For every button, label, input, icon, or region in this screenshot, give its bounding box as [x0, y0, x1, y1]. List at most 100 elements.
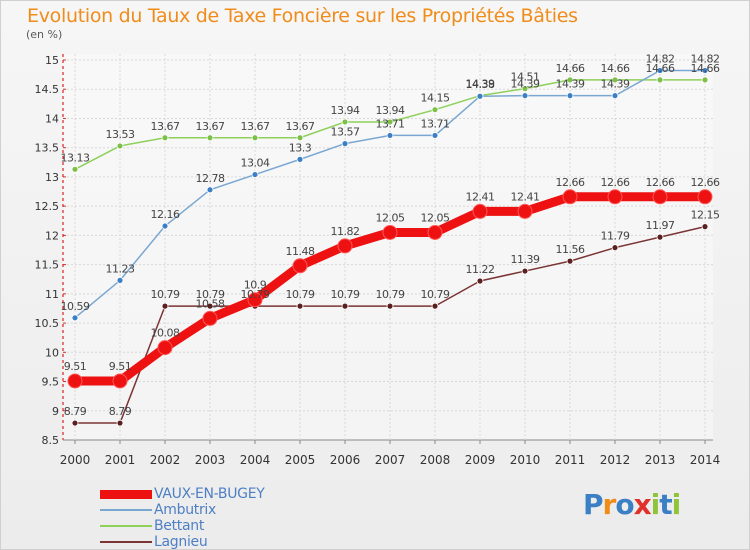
x-tick-label: 2008: [420, 453, 451, 467]
legend-item-vaux: VAUX-EN-BUGEY: [100, 486, 265, 502]
chart-title: Evolution du Taux de Taxe Foncière sur l…: [27, 5, 578, 27]
y-tick-label: 15: [45, 54, 59, 67]
legend-label-lagnieu: Lagnieu: [154, 534, 208, 550]
data-point-1: [296, 155, 304, 163]
y-tick-label: 11: [45, 288, 59, 301]
data-label-0: 12.66: [601, 176, 630, 189]
logo-letter: t: [659, 488, 672, 521]
y-tick-label: 14: [45, 112, 59, 125]
data-point-0: [157, 340, 173, 356]
data-label-2: 13.67: [241, 120, 270, 133]
data-label-0: 12.66: [646, 176, 675, 189]
x-tick-label: 2005: [285, 453, 316, 467]
y-tick-label: 12: [45, 229, 59, 242]
data-label-1: 14.82: [646, 53, 675, 66]
data-label-1: 14.39: [601, 78, 630, 91]
data-label-0: 11.48: [286, 245, 315, 258]
data-point-1: [386, 132, 394, 139]
x-tick-label: 2000: [60, 453, 91, 467]
data-point-0: [517, 203, 533, 219]
data-label-3: 10.79: [286, 288, 315, 301]
data-point-0: [202, 310, 218, 326]
data-point-1: [476, 92, 484, 100]
data-point-0: [472, 203, 488, 219]
data-label-1: 13.71: [376, 117, 405, 130]
logo-letter: i: [671, 488, 682, 521]
x-tick-label: 2014: [690, 453, 721, 467]
x-tick-label: 2004: [240, 453, 271, 467]
x-tick-label: 2011: [555, 453, 586, 467]
data-point-0: [697, 189, 713, 205]
y-tick-label: 10.5: [35, 317, 60, 330]
data-label-1: 14.39: [556, 78, 585, 91]
data-point-2: [701, 76, 709, 84]
data-point-1: [611, 92, 619, 100]
data-label-1: 13.04: [241, 157, 270, 170]
data-point-3: [521, 267, 529, 275]
x-tick-label: 2012: [600, 453, 631, 467]
data-point-1: [566, 92, 574, 100]
data-point-0: [607, 189, 623, 205]
data-point-1: [701, 67, 709, 74]
x-tick-label: 2002: [150, 453, 181, 467]
legend-item-ambutrix: Ambutrix: [100, 502, 265, 518]
data-label-0: 12.41: [511, 190, 540, 203]
data-point-3: [701, 223, 709, 231]
y-tick-label: 9: [52, 405, 59, 418]
data-label-2: 13.67: [196, 120, 225, 133]
data-label-3: 10.79: [196, 288, 225, 301]
data-label-0: 10.58: [196, 297, 225, 310]
data-point-1: [431, 132, 439, 139]
data-point-1: [71, 314, 79, 322]
data-label-2: 14.66: [556, 62, 585, 75]
x-tick-label: 2006: [330, 453, 361, 467]
data-label-0: 12.05: [421, 211, 450, 224]
data-label-1: 14.82: [691, 53, 720, 66]
data-label-3: 11.22: [466, 263, 495, 276]
data-point-0: [112, 373, 128, 389]
legend: VAUX-EN-BUGEY Ambutrix Bettant Lagnieu: [100, 486, 265, 550]
data-label-1: 14.39: [511, 78, 540, 91]
data-point-1: [116, 276, 124, 284]
data-point-2: [521, 85, 529, 93]
data-label-0: 10.9: [244, 279, 267, 292]
legend-item-lagnieu: Lagnieu: [100, 534, 265, 550]
data-point-0: [382, 224, 398, 240]
data-point-1: [251, 171, 259, 178]
data-point-3: [341, 302, 349, 310]
data-label-3: 12.15: [691, 209, 720, 222]
data-point-1: [341, 140, 349, 148]
data-point-1: [206, 186, 214, 194]
logo-letter: i: [650, 488, 661, 521]
data-label-3: 8.79: [64, 405, 87, 418]
data-point-1: [161, 222, 169, 230]
legend-item-bettant: Bettant: [100, 518, 265, 534]
data-label-0: 10.08: [151, 327, 180, 340]
data-point-0: [67, 373, 83, 389]
legend-label-ambutrix: Ambutrix: [154, 502, 216, 518]
data-point-2: [341, 118, 349, 126]
unit-label: (en %): [26, 28, 63, 41]
data-point-0: [652, 189, 668, 205]
legend-label-vaux: VAUX-EN-BUGEY: [154, 486, 265, 502]
data-label-0: 9.51: [64, 360, 87, 373]
data-point-2: [116, 142, 124, 150]
legend-swatch-ambutrix: [100, 509, 152, 511]
data-point-0: [337, 238, 353, 254]
x-tick-label: 2003: [195, 453, 226, 467]
data-label-3: 11.79: [601, 230, 630, 243]
data-label-3: 11.39: [511, 253, 540, 266]
legend-swatch-vaux: [100, 489, 152, 499]
logo-letter: o: [615, 488, 634, 521]
x-tick-label: 2010: [510, 453, 541, 467]
data-label-1: 12.16: [151, 208, 180, 221]
data-label-2: 14.15: [421, 92, 450, 105]
data-point-2: [161, 134, 169, 142]
data-label-0: 9.51: [109, 360, 132, 373]
data-label-2: 14.39: [466, 78, 495, 91]
x-tick-label: 2009: [465, 453, 496, 467]
data-point-2: [296, 134, 304, 142]
y-tick-label: 12.5: [35, 200, 60, 213]
data-point-2: [251, 134, 259, 142]
proxiti-logo: Proxiti: [583, 488, 682, 521]
